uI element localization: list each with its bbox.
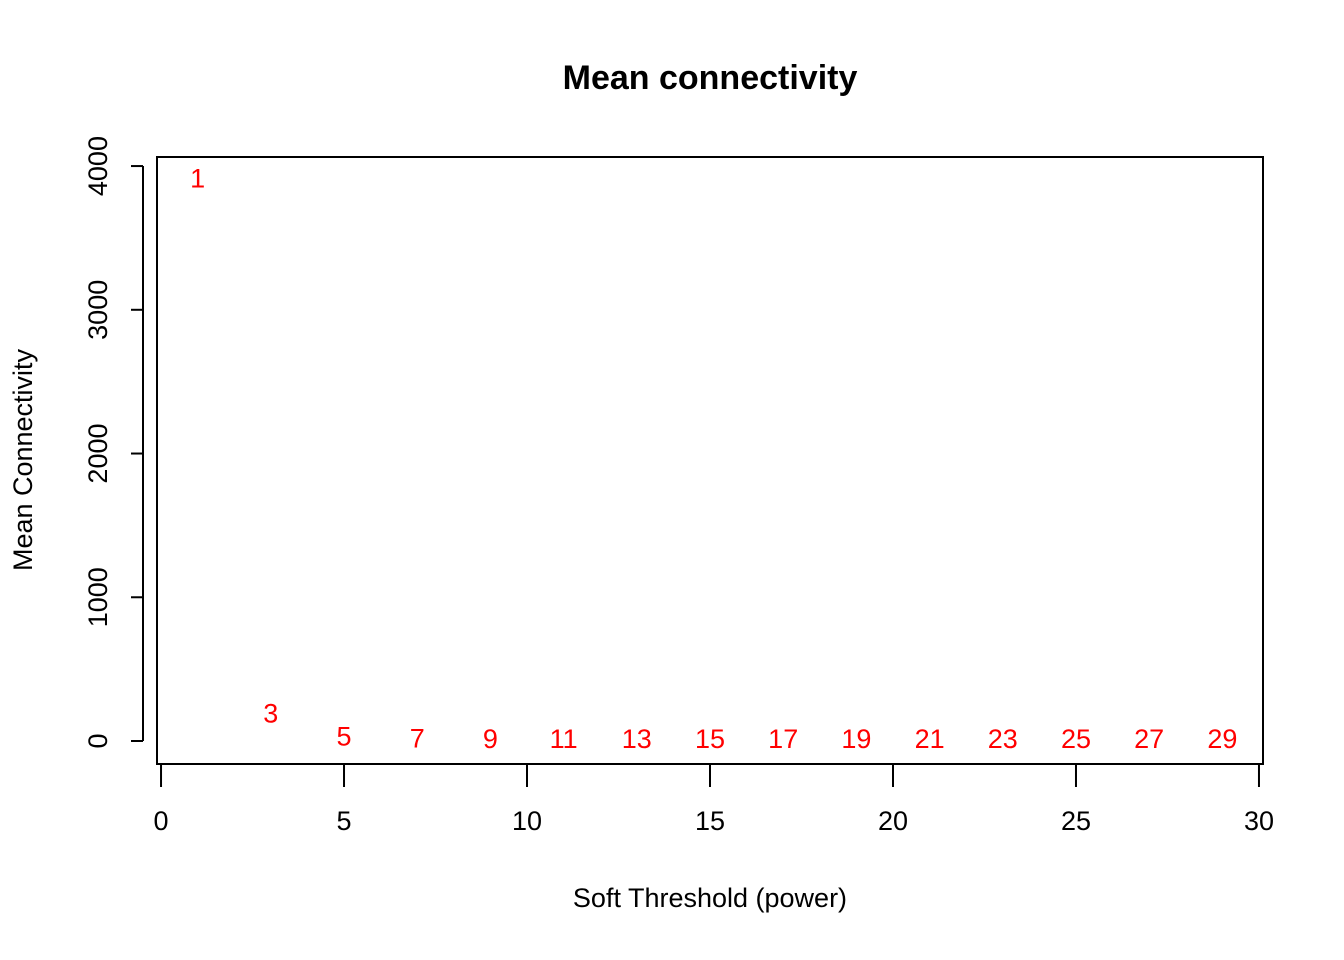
y-tick-label: 1000 bbox=[83, 567, 113, 627]
point-label: 13 bbox=[622, 724, 652, 754]
x-tick-label: 30 bbox=[1244, 806, 1274, 836]
point-label: 9 bbox=[483, 724, 498, 754]
point-label: 15 bbox=[695, 724, 725, 754]
point-label: 27 bbox=[1134, 724, 1164, 754]
point-label: 19 bbox=[841, 724, 871, 754]
x-tick-label: 10 bbox=[512, 806, 542, 836]
x-axis-label: Soft Threshold (power) bbox=[573, 883, 847, 913]
point-label: 29 bbox=[1207, 724, 1237, 754]
x-tick-label: 5 bbox=[337, 806, 352, 836]
point-label: 3 bbox=[263, 698, 278, 728]
y-axis-label: Mean Connectivity bbox=[8, 348, 38, 571]
point-label: 21 bbox=[915, 724, 945, 754]
chart-title: Mean connectivity bbox=[563, 59, 858, 97]
point-label: 17 bbox=[768, 724, 798, 754]
x-tick-label: 25 bbox=[1061, 806, 1091, 836]
point-label: 23 bbox=[988, 724, 1018, 754]
y-tick-label: 2000 bbox=[83, 423, 113, 483]
y-tick-label: 3000 bbox=[83, 280, 113, 340]
point-label: 1 bbox=[190, 164, 205, 194]
point-label: 5 bbox=[337, 721, 352, 751]
point-label: 11 bbox=[550, 724, 578, 754]
x-tick-label: 20 bbox=[878, 806, 908, 836]
y-tick-label: 4000 bbox=[83, 136, 113, 196]
point-label: 7 bbox=[410, 723, 425, 753]
x-tick-label: 15 bbox=[695, 806, 725, 836]
x-tick-label: 0 bbox=[154, 806, 169, 836]
point-label: 25 bbox=[1061, 724, 1091, 754]
y-tick-label: 0 bbox=[83, 733, 113, 748]
plot-frame bbox=[156, 156, 1264, 765]
